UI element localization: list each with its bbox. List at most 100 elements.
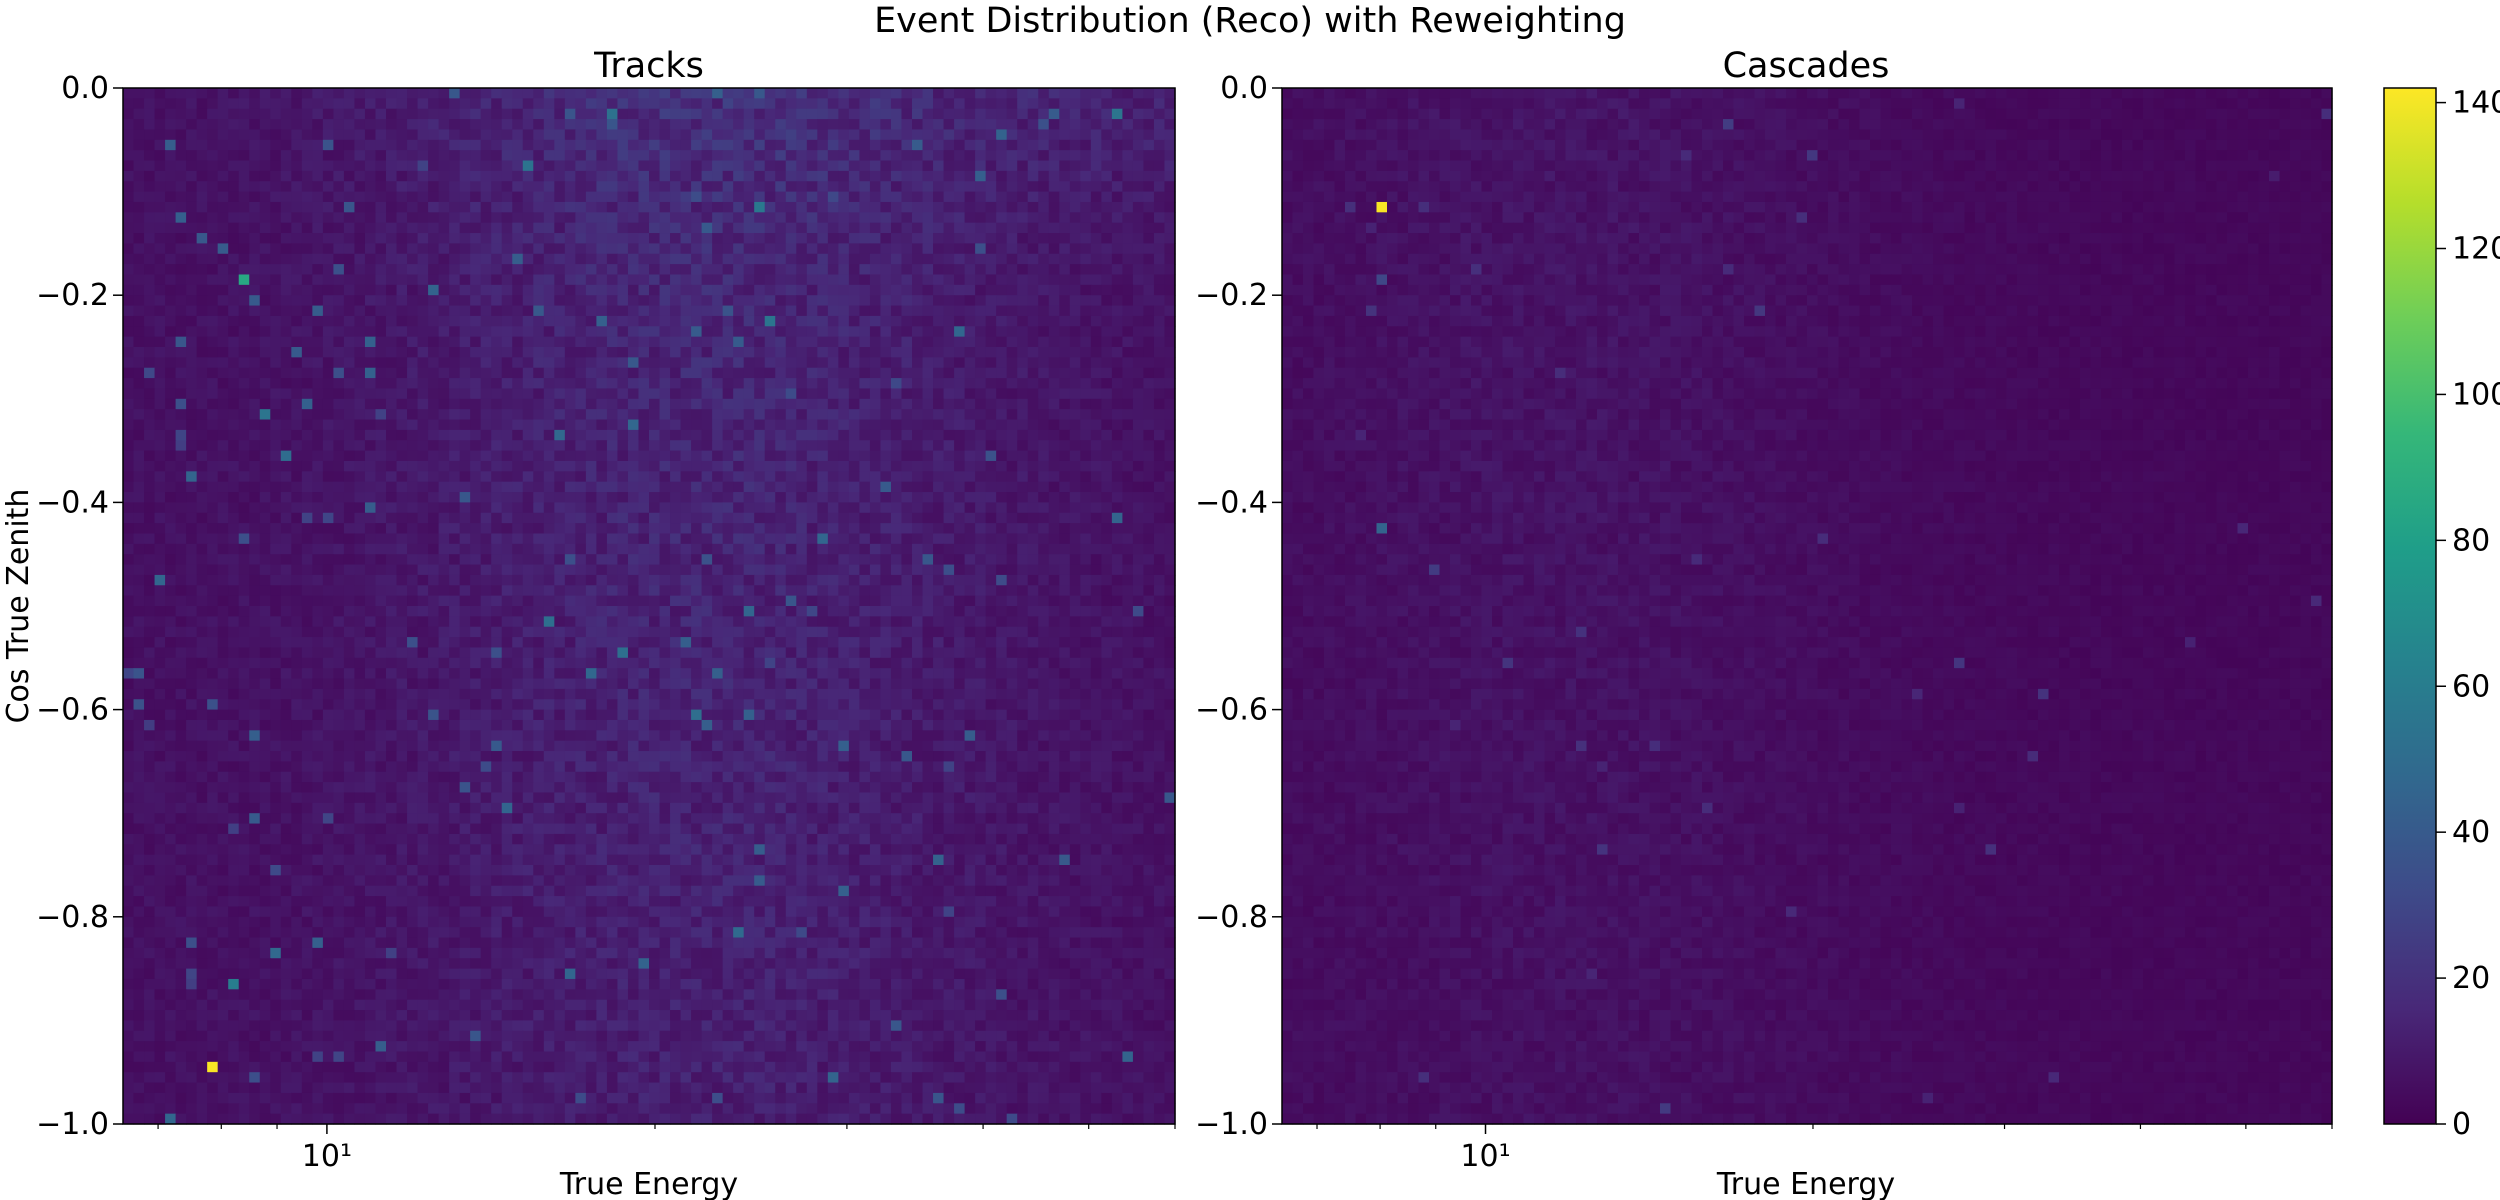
heatmap-cell <box>175 481 187 493</box>
heatmap-cell <box>817 471 829 483</box>
heatmap-cell <box>501 481 513 493</box>
heatmap-cell <box>343 347 356 358</box>
heatmap-cell <box>154 191 166 203</box>
heatmap-cell <box>564 336 576 348</box>
heatmap-cell <box>543 378 555 390</box>
heatmap-cell <box>249 212 261 224</box>
heatmap-cell <box>322 336 334 348</box>
heatmap-cell <box>880 585 892 597</box>
heatmap-cell <box>1153 409 1166 421</box>
heatmap-cell <box>575 512 587 524</box>
heatmap-cell <box>564 554 576 566</box>
heatmap-cell <box>322 119 334 131</box>
heatmap-cell <box>838 398 850 410</box>
heatmap-cell <box>407 347 419 358</box>
heatmap-cell <box>806 554 818 566</box>
heatmap-cell <box>165 336 177 348</box>
heatmap-cell <box>1048 264 1060 276</box>
heatmap-cell <box>1069 543 1081 555</box>
heatmap-cell <box>806 564 818 576</box>
heatmap-cell <box>386 595 398 607</box>
heatmap-cell <box>712 595 724 607</box>
heatmap-cell <box>238 440 250 452</box>
heatmap-cell <box>1143 450 1155 462</box>
heatmap-cell <box>733 523 745 535</box>
heatmap-cell <box>249 170 261 182</box>
heatmap-cell <box>364 574 377 586</box>
heatmap-cell <box>417 523 429 535</box>
heatmap-cell <box>659 119 671 131</box>
heatmap-cell <box>123 243 135 255</box>
heatmap-cell <box>165 243 177 255</box>
heatmap-cell <box>1153 347 1166 358</box>
heatmap-cell <box>217 512 229 524</box>
heatmap-cell <box>1006 440 1018 452</box>
heatmap-cell <box>691 512 703 524</box>
heatmap-cell <box>1038 243 1050 255</box>
heatmap-cell <box>438 326 450 338</box>
heatmap-cell <box>175 574 187 586</box>
heatmap-cell <box>249 222 261 234</box>
heatmap-cell <box>869 595 882 607</box>
heatmap-cell <box>596 378 608 390</box>
heatmap-cell <box>554 315 566 327</box>
heatmap-cell <box>259 564 271 576</box>
heatmap-cell <box>1069 139 1081 151</box>
heatmap-cell <box>838 481 850 493</box>
heatmap-cell <box>291 243 303 255</box>
heatmap-cell <box>501 398 513 410</box>
heatmap-cell <box>1006 398 1018 410</box>
heatmap-cell <box>722 274 734 286</box>
heatmap-cell <box>575 233 587 244</box>
heatmap-cell <box>470 243 482 255</box>
heatmap-cell <box>249 419 261 431</box>
heatmap-cell <box>470 212 482 224</box>
heatmap-cell <box>270 440 282 452</box>
heatmap-cell <box>301 88 313 99</box>
heatmap-cell <box>175 253 187 265</box>
heatmap-cell <box>449 201 461 213</box>
heatmap-cell <box>954 326 966 338</box>
heatmap-cell <box>817 398 829 410</box>
heatmap-cell <box>1059 160 1071 172</box>
heatmap-cell <box>564 574 576 586</box>
heatmap-cell <box>964 243 976 255</box>
heatmap-cell <box>1164 564 1176 576</box>
heatmap-cell <box>859 222 871 234</box>
heatmap-cell <box>743 429 755 441</box>
heatmap-cell <box>554 139 566 151</box>
heatmap-cell <box>407 574 419 586</box>
heatmap-cell <box>312 398 324 410</box>
heatmap-cell <box>1122 533 1134 545</box>
heatmap-cell <box>733 253 745 265</box>
heatmap-cell <box>1122 460 1134 472</box>
heatmap-cell <box>554 150 566 162</box>
heatmap-cell <box>196 481 208 493</box>
heatmap-cell <box>1143 233 1155 244</box>
heatmap-cell <box>838 253 850 265</box>
heatmap-cell <box>975 564 987 576</box>
heatmap-cell <box>670 108 682 120</box>
heatmap-cell <box>1069 274 1081 286</box>
heatmap-cell <box>291 367 303 379</box>
heatmap-cell <box>848 160 860 172</box>
heatmap-cell <box>975 336 987 348</box>
heatmap-cell <box>154 419 166 431</box>
heatmap-cell <box>954 367 966 379</box>
heatmap-cell <box>596 284 608 296</box>
heatmap-cell <box>480 108 492 120</box>
heatmap-cell <box>869 222 882 234</box>
heatmap-cell <box>1143 326 1155 338</box>
heatmap-cell <box>975 108 987 120</box>
heatmap-cell <box>228 429 240 441</box>
heatmap-cell <box>343 191 356 203</box>
heatmap-cell <box>459 160 471 172</box>
heatmap-cell <box>943 264 955 276</box>
heatmap-cell <box>617 253 629 265</box>
heatmap-cell <box>691 543 703 555</box>
heatmap-cell <box>196 388 208 400</box>
heatmap-cell <box>175 315 187 327</box>
heatmap-cell <box>1122 347 1134 358</box>
heatmap-cell <box>533 367 545 379</box>
heatmap-cell <box>470 502 482 514</box>
